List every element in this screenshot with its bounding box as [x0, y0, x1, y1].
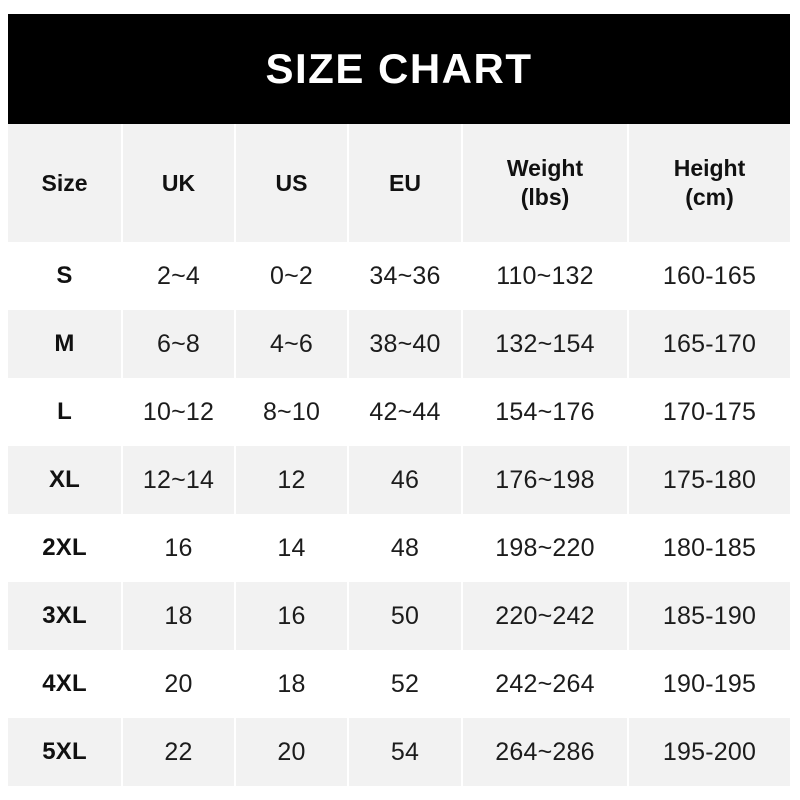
cell-size: L	[8, 378, 123, 446]
cell-height: 165-170	[628, 310, 790, 378]
table-row: 4XL 20 18 52 242~264 190-195	[8, 650, 790, 718]
cell-size: M	[8, 310, 123, 378]
cell-size: 2XL	[8, 514, 123, 582]
cell-eu: 42~44	[348, 378, 463, 446]
cell-us: 8~10	[235, 378, 349, 446]
cell-uk: 6~8	[122, 310, 236, 378]
cell-us: 12	[235, 446, 349, 514]
table-row: M 6~8 4~6 38~40 132~154 165-170	[8, 310, 790, 378]
cell-us: 18	[235, 650, 349, 718]
table-row: S 2~4 0~2 34~36 110~132 160-165	[8, 242, 790, 310]
cell-eu: 38~40	[348, 310, 463, 378]
cell-us: 14	[235, 514, 349, 582]
cell-eu: 48	[348, 514, 463, 582]
table-row: 5XL 22 20 54 264~286 195-200	[8, 718, 790, 786]
cell-weight: 198~220	[462, 514, 629, 582]
cell-size: 5XL	[8, 718, 123, 786]
cell-weight: 220~242	[462, 582, 629, 650]
cell-uk: 12~14	[122, 446, 236, 514]
title-banner: SIZE CHART	[8, 14, 790, 124]
cell-weight: 154~176	[462, 378, 629, 446]
cell-height: 185-190	[628, 582, 790, 650]
cell-us: 4~6	[235, 310, 349, 378]
cell-weight: 242~264	[462, 650, 629, 718]
cell-weight: 132~154	[462, 310, 629, 378]
column-header-eu-label: EU	[389, 169, 421, 196]
table-body: S 2~4 0~2 34~36 110~132 160-165 M 6~8 4~6 38~40 13…	[8, 242, 790, 786]
table-header: Size UK US EU Weight (lbs) Height (cm)	[8, 124, 790, 242]
cell-weight: 110~132	[462, 242, 629, 310]
cell-weight: 176~198	[462, 446, 629, 514]
cell-height: 160-165	[628, 242, 790, 310]
column-header-uk: UK	[122, 124, 236, 242]
table-row: 3XL 18 16 50 220~242 185-190	[8, 582, 790, 650]
cell-height: 170-175	[628, 378, 790, 446]
column-header-height-unit: (cm)	[685, 184, 734, 210]
column-header-uk-label: UK	[161, 169, 196, 196]
table-row: L 10~12 8~10 42~44 154~176 170-175	[8, 378, 790, 446]
cell-height: 195-200	[628, 718, 790, 786]
cell-us: 20	[235, 718, 349, 786]
size-chart-card: SIZE CHART Size UK US EU	[8, 14, 790, 786]
cell-eu: 50	[348, 582, 463, 650]
column-header-height: Height (cm)	[628, 124, 790, 242]
cell-size: 4XL	[8, 650, 123, 718]
cell-height: 180-185	[628, 514, 790, 582]
size-chart-table: Size UK US EU Weight (lbs) Height (cm)	[8, 124, 790, 786]
column-header-us-label: US	[275, 169, 308, 196]
column-header-size-label: Size	[41, 169, 88, 196]
cell-weight: 264~286	[462, 718, 629, 786]
cell-height: 190-195	[628, 650, 790, 718]
page-title: SIZE CHART	[265, 45, 533, 92]
cell-uk: 16	[122, 514, 236, 582]
column-header-height-label: Height	[673, 155, 746, 182]
cell-uk: 2~4	[122, 242, 236, 310]
cell-us: 16	[235, 582, 349, 650]
cell-eu: 54	[348, 718, 463, 786]
cell-size: 3XL	[8, 582, 123, 650]
cell-uk: 22	[122, 718, 236, 786]
column-header-eu: EU	[348, 124, 463, 242]
column-header-weight-unit: (lbs)	[520, 184, 570, 210]
cell-height: 175-180	[628, 446, 790, 514]
table-row: 2XL 16 14 48 198~220 180-185	[8, 514, 790, 582]
cell-size: S	[8, 242, 123, 310]
column-header-weight: Weight (lbs)	[462, 124, 629, 242]
header-row: Size UK US EU Weight (lbs) Height (cm)	[8, 124, 790, 242]
cell-eu: 52	[348, 650, 463, 718]
cell-us: 0~2	[235, 242, 349, 310]
cell-uk: 20	[122, 650, 236, 718]
column-header-us: US	[235, 124, 349, 242]
cell-eu: 46	[348, 446, 463, 514]
cell-eu: 34~36	[348, 242, 463, 310]
cell-uk: 10~12	[122, 378, 236, 446]
table-row: XL 12~14 12 46 176~198 175-180	[8, 446, 790, 514]
cell-size: XL	[8, 446, 123, 514]
column-header-size: Size	[8, 124, 123, 242]
cell-uk: 18	[122, 582, 236, 650]
column-header-weight-label: Weight	[506, 155, 584, 182]
